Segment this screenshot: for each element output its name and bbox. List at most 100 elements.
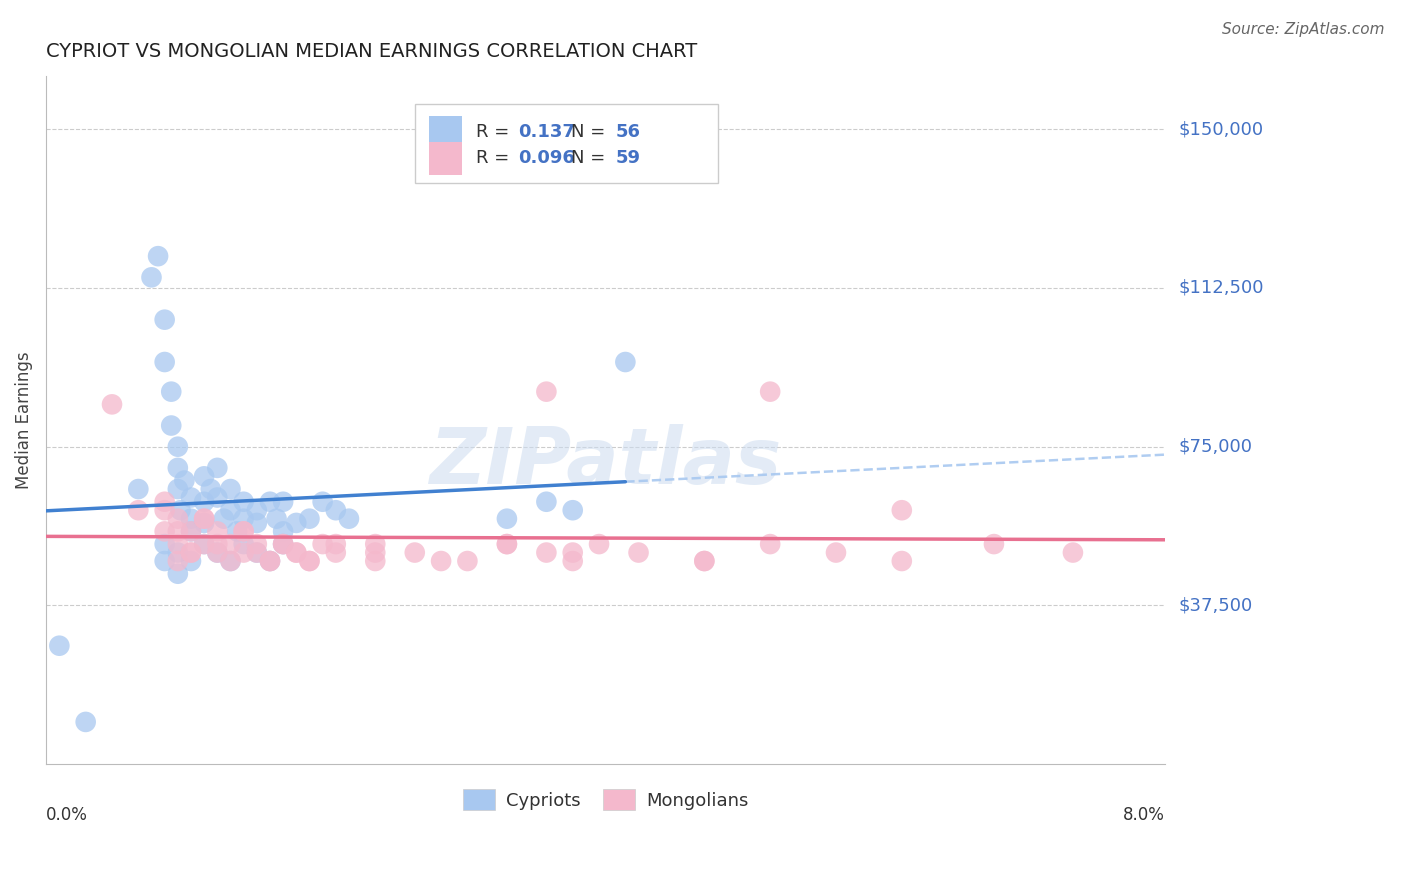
Point — [200, 482, 222, 496]
Point — [146, 249, 169, 263]
Point — [271, 537, 294, 551]
Point — [759, 384, 782, 399]
Point — [166, 545, 188, 559]
Point — [166, 461, 188, 475]
Point — [232, 524, 254, 539]
Text: N =: N = — [571, 150, 612, 168]
Point — [311, 537, 333, 551]
Point — [169, 503, 191, 517]
Point — [246, 545, 269, 559]
Point — [325, 537, 347, 551]
Point — [364, 554, 387, 568]
Point — [693, 554, 716, 568]
Point — [246, 503, 269, 517]
Point — [219, 482, 242, 496]
Point — [614, 355, 637, 369]
Point — [693, 554, 716, 568]
Point — [207, 545, 229, 559]
Point — [101, 397, 124, 411]
Point — [219, 554, 242, 568]
Point — [127, 503, 149, 517]
Point — [193, 537, 215, 551]
Point — [193, 494, 215, 508]
Point — [536, 384, 558, 399]
Point — [456, 554, 478, 568]
Y-axis label: Median Earnings: Median Earnings — [15, 351, 32, 489]
Point — [153, 524, 176, 539]
Text: ZIPatlas: ZIPatlas — [429, 424, 782, 500]
Text: R =: R = — [475, 150, 515, 168]
Text: $37,500: $37,500 — [1180, 597, 1253, 615]
Point — [180, 524, 202, 539]
Point — [180, 545, 202, 559]
Point — [325, 545, 347, 559]
Point — [160, 384, 183, 399]
Point — [259, 494, 281, 508]
Point — [561, 554, 583, 568]
Point — [561, 545, 583, 559]
Point — [285, 545, 308, 559]
Point — [890, 554, 912, 568]
Point — [983, 537, 1005, 551]
Point — [364, 545, 387, 559]
Text: 0.096: 0.096 — [519, 150, 575, 168]
Point — [193, 537, 215, 551]
Point — [1062, 545, 1084, 559]
Point — [160, 418, 183, 433]
Point — [141, 270, 163, 285]
Point — [298, 554, 321, 568]
Point — [271, 524, 294, 539]
Point — [127, 482, 149, 496]
Point — [207, 537, 229, 551]
Point — [285, 516, 308, 530]
Text: $112,500: $112,500 — [1180, 279, 1264, 297]
Point — [173, 474, 195, 488]
Text: 0.137: 0.137 — [519, 123, 575, 141]
Point — [496, 537, 519, 551]
Point — [232, 537, 254, 551]
Point — [561, 503, 583, 517]
Text: CYPRIOT VS MONGOLIAN MEDIAN EARNINGS CORRELATION CHART: CYPRIOT VS MONGOLIAN MEDIAN EARNINGS COR… — [46, 42, 697, 61]
Point — [153, 537, 176, 551]
Point — [166, 440, 188, 454]
Point — [232, 545, 254, 559]
Point — [536, 494, 558, 508]
Text: N =: N = — [571, 123, 612, 141]
Point — [298, 554, 321, 568]
Point — [180, 511, 202, 525]
Point — [259, 554, 281, 568]
Text: Source: ZipAtlas.com: Source: ZipAtlas.com — [1222, 22, 1385, 37]
Point — [271, 494, 294, 508]
Point — [153, 554, 176, 568]
Point — [180, 524, 202, 539]
Point — [364, 537, 387, 551]
Point — [207, 545, 229, 559]
Point — [153, 312, 176, 326]
Point — [430, 554, 453, 568]
Point — [246, 545, 269, 559]
Text: R =: R = — [475, 123, 515, 141]
Point — [180, 554, 202, 568]
Text: 0.0%: 0.0% — [46, 805, 89, 823]
Point — [232, 511, 254, 525]
Point — [219, 537, 242, 551]
Point — [166, 511, 188, 525]
Point — [207, 461, 229, 475]
Text: 8.0%: 8.0% — [1123, 805, 1166, 823]
Point — [496, 511, 519, 525]
Point — [325, 503, 347, 517]
Point — [271, 537, 294, 551]
Point — [298, 511, 321, 525]
FancyBboxPatch shape — [415, 103, 717, 183]
Point — [153, 494, 176, 508]
Point — [337, 511, 360, 525]
Point — [180, 545, 202, 559]
Point — [232, 524, 254, 539]
Point — [207, 524, 229, 539]
Point — [166, 566, 188, 581]
Point — [166, 524, 188, 539]
Point — [193, 469, 215, 483]
FancyBboxPatch shape — [429, 116, 463, 148]
Point — [180, 491, 202, 505]
Point — [232, 494, 254, 508]
